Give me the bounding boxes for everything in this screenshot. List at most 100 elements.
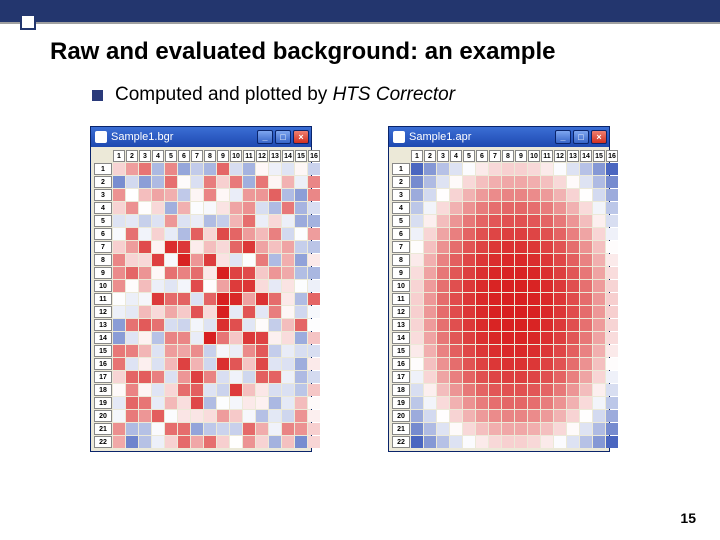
heatmap-cell: [450, 436, 462, 448]
heatmap-cell: [554, 345, 566, 357]
heatmap-cell: [489, 267, 501, 279]
heatmap-cell: [528, 358, 540, 370]
heatmap-cell: [541, 228, 553, 240]
heatmap-cell: [126, 306, 138, 318]
heatmap-cell: [515, 267, 527, 279]
heatmap-cell: [554, 267, 566, 279]
heatmap-cell: [126, 280, 138, 292]
heatmap-cell: [411, 358, 423, 370]
row-header: 8: [94, 254, 112, 266]
heatmap-cell: [463, 358, 475, 370]
heatmap-cell: [243, 189, 255, 201]
heatmap-cell: [567, 254, 579, 266]
heatmap-cell: [541, 163, 553, 175]
heatmap-cell: [450, 176, 462, 188]
heatmap-cell: [476, 332, 488, 344]
heatmap-cell: [282, 332, 294, 344]
heatmap-cell: [463, 228, 475, 240]
heatmap-cell: [476, 397, 488, 409]
heatmap-cell: [178, 332, 190, 344]
minimize-button[interactable]: _: [555, 130, 571, 144]
heatmap-cell: [113, 358, 125, 370]
heatmap-cell: [554, 423, 566, 435]
close-button[interactable]: ×: [591, 130, 607, 144]
maximize-button[interactable]: □: [275, 130, 291, 144]
titlebar-left[interactable]: Sample1.bgr _ □ ×: [91, 127, 311, 147]
heatmap-cell: [502, 176, 514, 188]
heatmap-cell: [502, 202, 514, 214]
heatmap-cell: [308, 189, 320, 201]
heatmap-cell: [165, 319, 177, 331]
col-header: 7: [489, 150, 501, 162]
col-header: 12: [554, 150, 566, 162]
heatmap-cell: [567, 215, 579, 227]
heatmap-cell: [541, 267, 553, 279]
heatmap-cell: [204, 384, 216, 396]
heatmap-cell: [191, 410, 203, 422]
heatmap-cell: [295, 163, 307, 175]
heatmap-cell: [269, 254, 281, 266]
heatmap-cell: [204, 410, 216, 422]
heatmap-cell: [554, 228, 566, 240]
heatmap-cell: [152, 202, 164, 214]
heatmap-cell: [139, 215, 151, 227]
heatmap-cell: [554, 332, 566, 344]
row-header: 4: [94, 202, 112, 214]
heatmap-cell: [256, 215, 268, 227]
heatmap-cell: [489, 423, 501, 435]
heatmap-cell: [308, 436, 320, 448]
heatmap-cell: [139, 345, 151, 357]
row-header: 14: [392, 332, 410, 344]
heatmap-cell: [528, 306, 540, 318]
heatmap-cell: [243, 202, 255, 214]
heatmap-cell: [269, 345, 281, 357]
heatmap-cell: [282, 254, 294, 266]
heatmap-cell: [450, 202, 462, 214]
heatmap-cell: [476, 319, 488, 331]
heatmap-cell: [282, 163, 294, 175]
heatmap-cell: [489, 293, 501, 305]
heatmap-cell: [230, 319, 242, 331]
heatmap-cell: [295, 254, 307, 266]
row-header: 2: [392, 176, 410, 188]
heatmap-cell: [606, 423, 618, 435]
heatmap-cell: [528, 254, 540, 266]
heatmap-cell: [178, 384, 190, 396]
heatmap-cell: [515, 384, 527, 396]
close-button[interactable]: ×: [293, 130, 309, 144]
heatmap-cell: [217, 176, 229, 188]
heatmap-cell: [489, 306, 501, 318]
heatmap-cell: [152, 215, 164, 227]
heatmap-cell: [424, 358, 436, 370]
heatmap-cell: [567, 319, 579, 331]
heatmap-cell: [606, 306, 618, 318]
heatmap-cell: [204, 267, 216, 279]
heatmap-cell: [580, 410, 592, 422]
heatmap-cell: [256, 306, 268, 318]
heatmap-cell: [230, 293, 242, 305]
col-header: 13: [567, 150, 579, 162]
maximize-button[interactable]: □: [573, 130, 589, 144]
accent: [0, 22, 720, 28]
heatmap-cell: [282, 189, 294, 201]
heatmap-cell: [256, 384, 268, 396]
heatmap-cell: [165, 436, 177, 448]
row-header: 20: [94, 410, 112, 422]
heatmap-cell: [256, 163, 268, 175]
titlebar-right[interactable]: Sample1.apr _ □ ×: [389, 127, 609, 147]
heatmap-cell: [204, 345, 216, 357]
heatmap-cell: [450, 319, 462, 331]
heatmap-cell: [424, 397, 436, 409]
window-controls: _ □ ×: [555, 130, 607, 144]
row-header: 16: [94, 358, 112, 370]
heatmap-cell: [515, 228, 527, 240]
heatmap-cell: [567, 267, 579, 279]
heatmap-cell: [308, 332, 320, 344]
heatmap-cell: [256, 228, 268, 240]
heatmap-cell: [411, 189, 423, 201]
row-header: 5: [94, 215, 112, 227]
heatmap-cell: [256, 345, 268, 357]
heatmap-cell: [424, 189, 436, 201]
minimize-button[interactable]: _: [257, 130, 273, 144]
heatmap-cell: [528, 293, 540, 305]
